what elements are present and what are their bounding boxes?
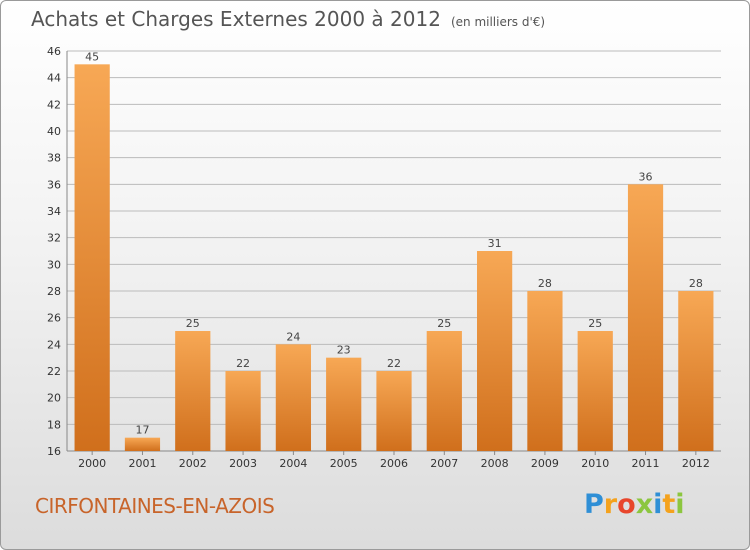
bars (74, 64, 714, 452)
y-tick-label: 38 (47, 152, 61, 165)
x-tick-label: 2004 (279, 457, 307, 470)
y-tick-label: 32 (47, 232, 61, 245)
x-tick-label: 2009 (531, 457, 559, 470)
y-tick-label: 44 (47, 72, 61, 85)
y-tick-label: 34 (47, 205, 61, 218)
bar-2005 (326, 357, 362, 451)
logo-letter: r (603, 489, 618, 520)
logo-letter: i (675, 489, 685, 520)
logo-letter: P (584, 489, 604, 520)
value-label-2009: 28 (538, 277, 552, 290)
y-tick-label: 24 (47, 338, 61, 351)
bar-2010 (577, 331, 613, 451)
x-tick-label: 2006 (380, 457, 408, 470)
commune-name: CIRFONTAINES-EN-AZOIS (35, 494, 275, 518)
value-label-2011: 36 (639, 170, 653, 183)
y-tick-label: 16 (47, 445, 61, 458)
x-tick-label: 2000 (78, 457, 106, 470)
y-tick-label: 30 (47, 258, 61, 271)
bar-2002 (175, 331, 211, 451)
bar-2012 (678, 291, 714, 451)
value-label-2001: 17 (135, 424, 149, 437)
value-label-2000: 45 (85, 50, 99, 63)
y-tick-label: 46 (47, 45, 61, 58)
value-label-2010: 25 (588, 317, 602, 330)
x-tick-label: 2005 (330, 457, 358, 470)
proxiti-logo[interactable]: Proxiti (584, 489, 685, 520)
y-tick-label: 22 (47, 365, 61, 378)
bar-2006 (376, 371, 412, 451)
value-label-2005: 23 (337, 344, 351, 357)
value-label-2003: 22 (236, 357, 250, 370)
logo-letter: o (617, 489, 636, 520)
logo-letter: x (635, 489, 654, 520)
y-tick-label: 18 (47, 418, 61, 431)
bar-2007 (426, 331, 462, 451)
bar-2009 (527, 291, 563, 451)
value-label-2008: 31 (488, 237, 502, 250)
x-tick-label: 2001 (128, 457, 156, 470)
y-tick-label: 36 (47, 178, 61, 191)
bar-2008 (477, 251, 513, 451)
value-label-2007: 25 (437, 317, 451, 330)
y-tick-label: 26 (47, 312, 61, 325)
bar-2004 (275, 344, 311, 451)
y-tick-label: 20 (47, 392, 61, 405)
x-tick-label: 2012 (682, 457, 710, 470)
x-tick-label: 2002 (179, 457, 207, 470)
value-label-2002: 25 (186, 317, 200, 330)
bar-2001 (124, 437, 161, 451)
chart-subtitle: (en milliers d'€) (450, 15, 546, 29)
y-tick-label: 42 (47, 98, 61, 111)
bar-2011 (627, 184, 664, 452)
x-tick-label: 2003 (229, 457, 257, 470)
x-tick-label: 2011 (632, 457, 660, 470)
y-tick-label: 40 (47, 125, 61, 138)
bar-2003 (225, 371, 261, 451)
bar-2000 (74, 64, 110, 452)
logo-letter: t (662, 489, 676, 520)
chart-title: Achats et Charges Externes 2000 à 2012 (31, 7, 441, 31)
y-tick-label: 28 (47, 285, 61, 298)
x-tick-label: 2007 (430, 457, 458, 470)
x-tick-label: 2010 (581, 457, 609, 470)
value-label-2012: 28 (689, 277, 703, 290)
x-tick-label: 2008 (481, 457, 509, 470)
value-label-2006: 22 (387, 357, 401, 370)
chart-title-row: Achats et Charges Externes 2000 à 2012 (e… (31, 7, 545, 31)
logo-letter: i (653, 489, 663, 520)
labels: 16 18 20 22 24 26 28 30 32 34 36 38 40 42 44 46 45 2000 17… (47, 45, 710, 470)
value-label-2004: 24 (286, 330, 300, 343)
